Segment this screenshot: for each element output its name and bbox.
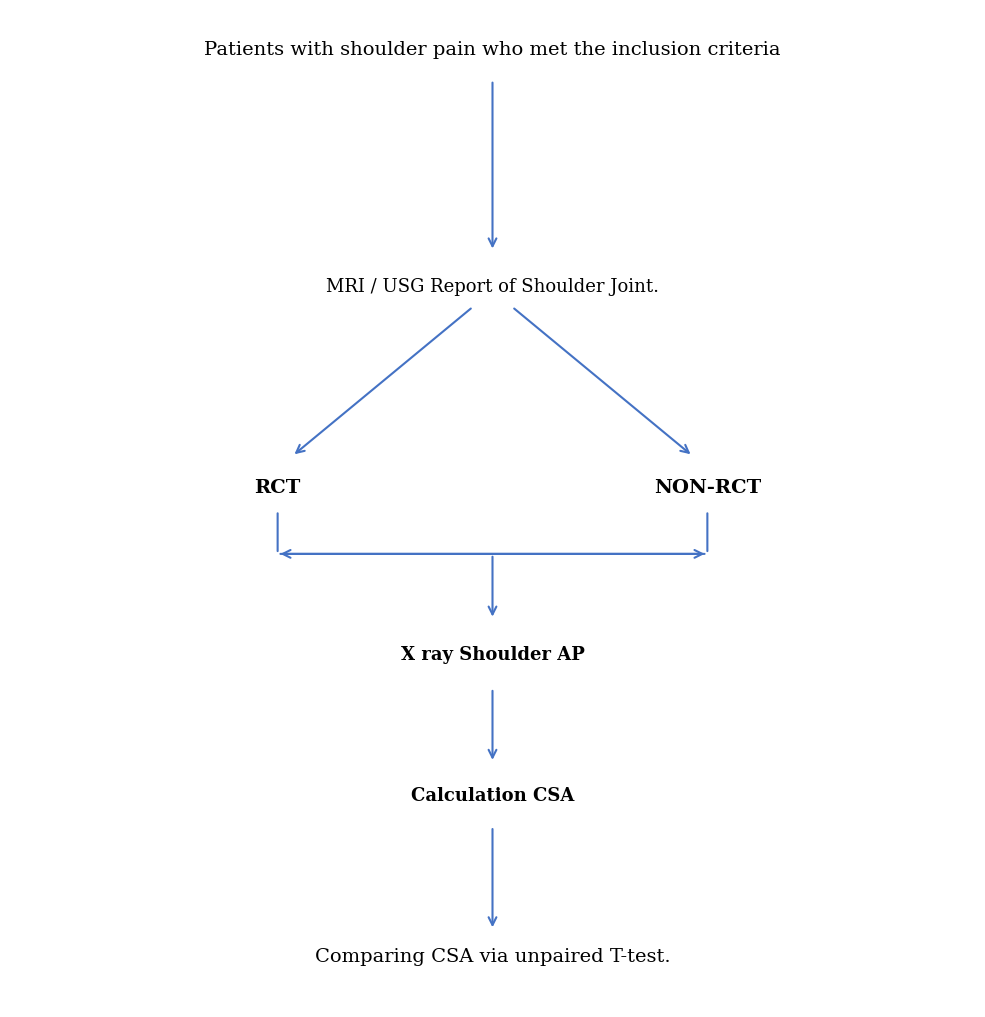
Text: Comparing CSA via unpaired T-test.: Comparing CSA via unpaired T-test. <box>314 949 671 966</box>
Text: MRI / USG Report of Shoulder Joint.: MRI / USG Report of Shoulder Joint. <box>326 278 659 296</box>
Text: Patients with shoulder pain who met the inclusion criteria: Patients with shoulder pain who met the … <box>204 41 781 59</box>
Text: Calculation CSA: Calculation CSA <box>411 787 574 805</box>
Text: X ray Shoulder AP: X ray Shoulder AP <box>401 646 584 664</box>
Text: RCT: RCT <box>254 479 300 497</box>
Text: NON-RCT: NON-RCT <box>654 479 761 497</box>
